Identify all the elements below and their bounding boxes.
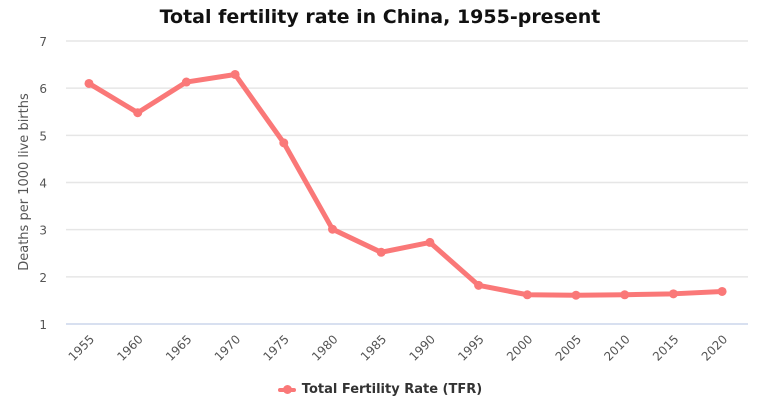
x-tick-label: 1965 xyxy=(163,332,194,363)
legend[interactable]: Total Fertility Rate (TFR) xyxy=(0,382,760,397)
y-tick-label: 4 xyxy=(39,177,47,191)
x-tick-label: 1995 xyxy=(455,332,486,363)
y-axis-label: Deaths per 1000 live births xyxy=(17,93,32,271)
data-point xyxy=(328,224,337,234)
y-tick-label: 1 xyxy=(39,318,47,332)
x-tick-label: 2015 xyxy=(650,332,681,363)
data-point xyxy=(474,280,484,290)
x-tick-label: 1960 xyxy=(114,332,145,363)
data-point xyxy=(717,286,727,296)
x-tick-label: 1970 xyxy=(212,332,243,363)
chart-title: Total fertility rate in China, 1955-pres… xyxy=(159,6,601,28)
data-point xyxy=(84,78,94,88)
y-tick-label: 2 xyxy=(39,271,47,285)
data-point xyxy=(668,289,678,299)
x-tick-label: 2005 xyxy=(553,332,584,363)
series-line xyxy=(86,71,725,298)
x-tick-label: 1955 xyxy=(66,332,97,363)
data-point xyxy=(230,69,240,79)
y-tick-label: 6 xyxy=(39,82,47,96)
data-point xyxy=(522,290,532,300)
data-point xyxy=(133,108,143,118)
y-tick-label: 7 xyxy=(39,35,47,49)
y-tick-label: 3 xyxy=(39,224,47,238)
data-point xyxy=(376,247,386,257)
x-tick-label: 1980 xyxy=(309,332,340,363)
legend-marker-icon xyxy=(277,384,296,394)
data-point xyxy=(571,290,581,300)
data-point xyxy=(181,77,191,87)
x-tick-label: 2010 xyxy=(601,332,632,363)
data-point xyxy=(620,290,630,300)
data-point xyxy=(425,237,435,247)
x-tick-label: 1975 xyxy=(260,332,291,363)
x-tick-label: 2020 xyxy=(699,332,730,363)
x-tick-label: 1985 xyxy=(358,332,389,363)
x-tick-label: 1990 xyxy=(407,332,438,363)
y-tick-label: 5 xyxy=(39,129,47,143)
x-tick-label: 2000 xyxy=(504,332,535,363)
legend-label: Total Fertility Rate (TFR) xyxy=(301,382,483,397)
data-point xyxy=(279,138,289,148)
